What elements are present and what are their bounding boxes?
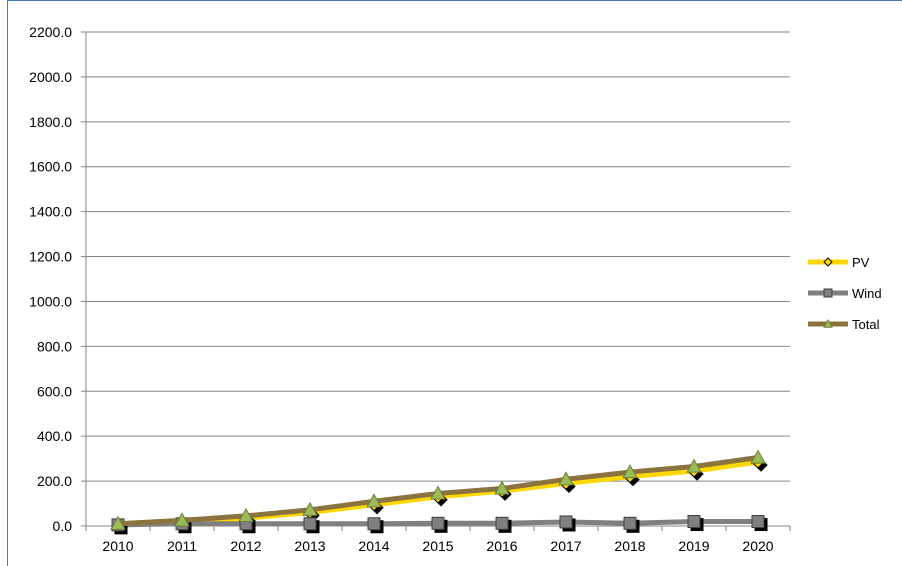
y-tick-label: 800.0 xyxy=(37,338,72,354)
x-tick-label: 2018 xyxy=(614,538,645,554)
x-tick-label: 2017 xyxy=(550,538,581,554)
legend-label: Wind xyxy=(852,286,882,301)
data-point-wind xyxy=(367,517,381,531)
gridlines xyxy=(86,31,790,482)
data-point-total xyxy=(622,464,638,479)
y-tick-label: 2200.0 xyxy=(29,24,72,40)
data-point-total xyxy=(174,512,190,527)
legend-item-total: Total xyxy=(808,317,880,332)
chart-frame xyxy=(7,0,902,566)
y-tick-label: 400.0 xyxy=(37,428,72,444)
data-point-wind xyxy=(495,516,509,530)
x-tick-label: 2020 xyxy=(742,538,773,554)
y-tick-label: 1200.0 xyxy=(29,249,72,265)
data-point-wind xyxy=(623,516,637,530)
legend-label: Total xyxy=(852,317,880,332)
x-tick-label: 2010 xyxy=(102,538,133,554)
y-tick-label: 1000.0 xyxy=(29,293,72,309)
y-tick-label: 0.0 xyxy=(53,518,73,534)
series-group xyxy=(110,449,768,535)
legend-item-pv: PV xyxy=(808,255,870,270)
data-point-total xyxy=(302,501,318,516)
y-axis-tick-labels: 0.0 200.0 400.0 600.0 800.0 1000.0 1200.0 1400.… xyxy=(29,24,72,534)
legend-item-wind: Wind xyxy=(808,286,882,301)
x-tick-label: 2015 xyxy=(422,538,453,554)
data-point-wind xyxy=(431,516,445,530)
x-tick-label: 2014 xyxy=(358,538,389,554)
data-point-total xyxy=(366,493,382,508)
data-point-wind xyxy=(687,515,701,529)
legend-marker xyxy=(823,318,833,328)
x-tick-label: 2012 xyxy=(230,538,261,554)
data-point-total xyxy=(238,507,254,522)
legend: PV Wind Total xyxy=(808,255,882,332)
x-axis-tick-labels: 2010 2011 2012 2013 2014 2015 2016 2017 2018 2019… xyxy=(102,538,773,554)
data-point-total xyxy=(430,485,446,500)
data-point-total xyxy=(110,515,126,530)
y-tick-label: 1400.0 xyxy=(29,204,72,220)
y-tick-label: 2000.0 xyxy=(29,69,72,85)
x-tick-label: 2019 xyxy=(678,538,709,554)
series-total xyxy=(110,449,766,530)
data-point-total xyxy=(494,480,510,495)
y-tick-label: 600.0 xyxy=(37,383,72,399)
legend-marker xyxy=(823,257,833,267)
legend-label: PV xyxy=(852,255,870,270)
y-tick-label: 200.0 xyxy=(37,473,72,489)
data-point-total xyxy=(686,458,702,473)
axes xyxy=(81,31,791,531)
y-tick-label: 1800.0 xyxy=(29,114,72,130)
x-tick-label: 2013 xyxy=(294,538,325,554)
y-tick-label: 1600.0 xyxy=(29,159,72,175)
data-point-total xyxy=(750,449,766,464)
data-point-total xyxy=(558,471,574,486)
legend-marker xyxy=(823,288,833,298)
data-point-wind xyxy=(559,515,573,529)
data-point-wind xyxy=(751,515,765,529)
data-point-wind xyxy=(303,517,317,531)
x-tick-label: 2016 xyxy=(486,538,517,554)
series-wind xyxy=(111,515,768,535)
x-tick-label: 2011 xyxy=(167,538,197,554)
